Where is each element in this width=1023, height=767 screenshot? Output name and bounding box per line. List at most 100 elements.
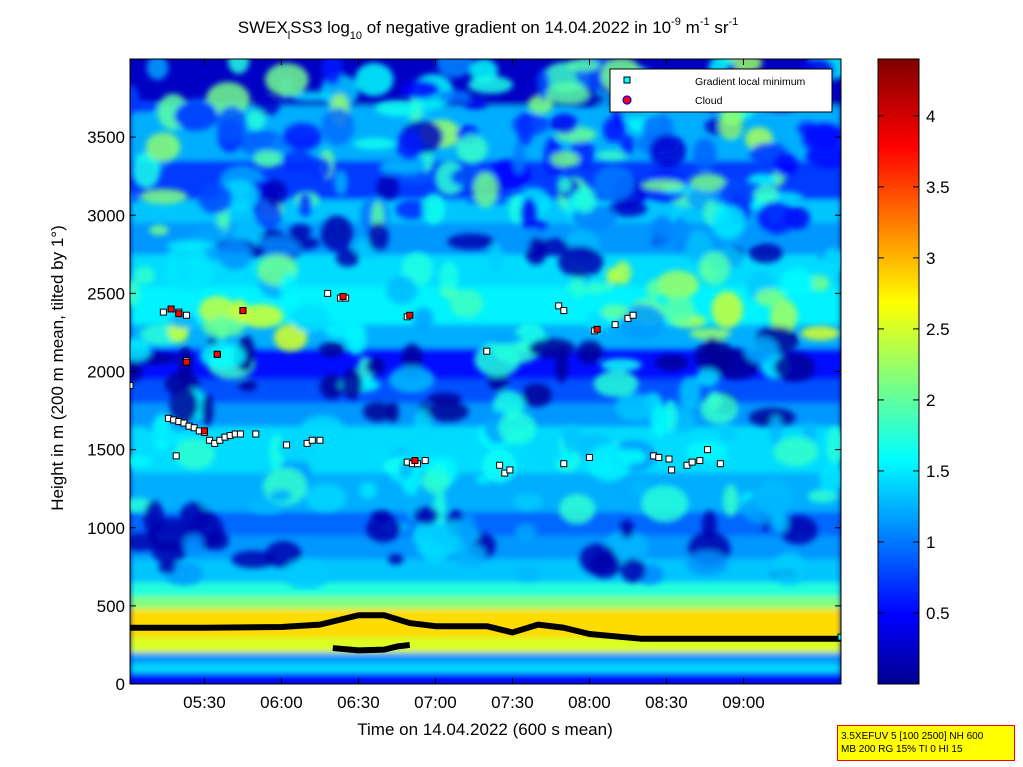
heatmap-blob	[586, 312, 608, 332]
heatmap-blob	[130, 191, 140, 203]
heatmap-blob	[308, 157, 332, 181]
gradient-minimum-marker	[655, 453, 663, 461]
heatmap-blob	[376, 174, 400, 201]
heatmap-blob	[699, 251, 730, 286]
gradient-minimum-marker	[316, 436, 324, 444]
heatmap-blob	[263, 179, 287, 206]
heatmap-blob	[603, 117, 626, 143]
heatmap-blob	[823, 247, 841, 275]
heatmap-blob	[515, 566, 542, 581]
heatmap-blob	[335, 248, 360, 267]
colorbar-ticks: 0.5 1 1.5 2 2.5 3 3.5 4	[878, 107, 950, 623]
heatmap-blob	[367, 222, 389, 252]
heatmap-blob	[290, 304, 330, 333]
heatmap-blob	[620, 558, 646, 583]
heatmap-band	[130, 663, 841, 674]
heatmap-blob	[756, 201, 797, 234]
y-tick-label: 0	[116, 675, 125, 694]
heatmap-blob	[513, 493, 543, 510]
heatmap-blob	[593, 165, 635, 201]
heatmap-blob	[600, 358, 642, 372]
heatmap-blob	[508, 193, 524, 224]
heatmap-blob	[395, 199, 429, 220]
gradient-minimum-marker	[560, 460, 568, 468]
heatmap-blob	[254, 201, 282, 229]
heatmap-blob	[663, 295, 695, 325]
heatmap-blob	[719, 425, 736, 442]
heatmap-blob	[388, 553, 404, 565]
heatmap-blob	[566, 59, 601, 72]
heatmap-blob	[558, 246, 604, 278]
colorbar-gradient	[877, 58, 920, 685]
heatmap-blob	[301, 415, 344, 440]
heatmap-blob	[607, 201, 648, 217]
markers-layer	[130, 289, 841, 641]
heatmap-blob	[650, 215, 675, 247]
heatmap-blob	[130, 359, 143, 383]
heatmap-blob	[695, 368, 720, 387]
y-axis: 0 500 1000 1500 2000 2500 3000 3500	[87, 128, 841, 694]
heatmap-blob	[166, 244, 209, 274]
y-tick-label: 2000	[87, 363, 125, 382]
heatmap-blob	[802, 124, 841, 154]
heatmap-blob	[774, 153, 798, 177]
heatmap-blob	[362, 401, 393, 422]
heatmap-blob	[281, 150, 315, 173]
legend: Gradient local minimum Cloud	[609, 68, 833, 113]
heatmap-blob	[174, 438, 215, 470]
heatmap-blob	[437, 89, 472, 104]
heatmap-blob	[619, 519, 635, 539]
heatmap-blob	[679, 376, 701, 410]
heatmap-blob	[201, 393, 214, 426]
heatmap-blob	[449, 289, 484, 318]
heatmap-blob	[151, 540, 187, 564]
gradient-minimum-marker	[555, 302, 563, 310]
colorbar-tick-label: 2	[926, 391, 935, 410]
gradient-minimum-marker	[130, 382, 134, 390]
heatmap-blob	[486, 332, 523, 345]
heatmap-blob	[149, 225, 169, 236]
heatmap-blob	[550, 151, 580, 168]
heatmap-blob	[132, 151, 161, 189]
heatmap-blob	[744, 337, 779, 364]
heatmap-blob	[246, 109, 266, 130]
x-tick-label: 08:00	[568, 693, 611, 712]
heatmap-blob	[414, 408, 431, 442]
boundary-layer-polyline	[130, 612, 841, 642]
heatmap-blob	[401, 252, 434, 287]
gradient-minimum-marker	[421, 457, 429, 465]
heatmap-blob	[587, 444, 631, 482]
heatmap-band	[130, 609, 841, 638]
gradient-minimum-marker	[704, 446, 712, 454]
heatmap-blob	[334, 170, 348, 196]
low-layer-polyline	[332, 641, 411, 654]
gradient-minimum-marker	[688, 458, 696, 466]
heatmap-blob	[321, 107, 355, 146]
heatmap-blob	[305, 483, 347, 512]
heatmap-blob	[321, 59, 343, 86]
gradient-minimum-marker	[283, 441, 291, 449]
cloud-marker	[339, 293, 347, 300]
colorbar: 0.5 1 1.5 2 2.5 3 3.5 4	[877, 58, 950, 685]
x-tick-label: 06:30	[337, 693, 380, 712]
heatmap-band	[130, 652, 841, 664]
heatmap-blob	[199, 342, 246, 370]
heatmap-blob	[319, 374, 344, 400]
heatmap-blob	[467, 75, 514, 94]
heatmap-blob	[557, 176, 572, 193]
heatmap-blob	[718, 111, 743, 141]
gradient-minimum-marker	[182, 311, 190, 319]
heatmap-blob	[366, 514, 401, 543]
heatmap-blob	[769, 415, 783, 446]
heatmap-blob	[692, 137, 717, 172]
gradient-minimum-marker	[483, 347, 491, 355]
heatmap-blob	[320, 215, 354, 252]
x-axis-label: Time on 14.04.2022 (600 s mean)	[357, 720, 612, 739]
heatmap-blob	[711, 290, 743, 329]
y-tick-label: 1000	[87, 519, 125, 538]
heatmap-blob	[596, 150, 628, 161]
heatmap-blob	[198, 183, 233, 215]
heatmap-blob	[264, 63, 309, 97]
heatmap-band	[130, 582, 841, 597]
